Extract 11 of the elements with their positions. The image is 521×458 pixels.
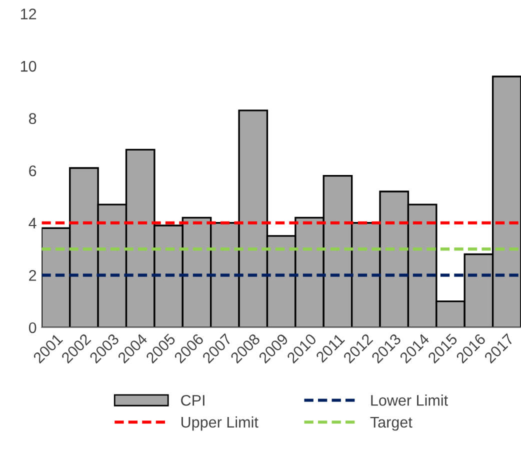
y-tick-label: 12 <box>20 8 36 20</box>
y-tick-label: 2 <box>29 270 36 281</box>
y-tick-label: 8 <box>28 113 36 124</box>
legend-label: CPI <box>181 394 204 406</box>
y-tick-label: 0 <box>28 322 36 334</box>
y-tick-label: 6 <box>29 165 36 176</box>
legend-label: Lower Limit <box>371 394 448 406</box>
y-tick-label: 4 <box>28 218 36 228</box>
legend-label: Target <box>370 416 412 431</box>
y-tick-label: 10 <box>20 60 36 72</box>
legend-label: Upper Limit <box>181 416 258 431</box>
